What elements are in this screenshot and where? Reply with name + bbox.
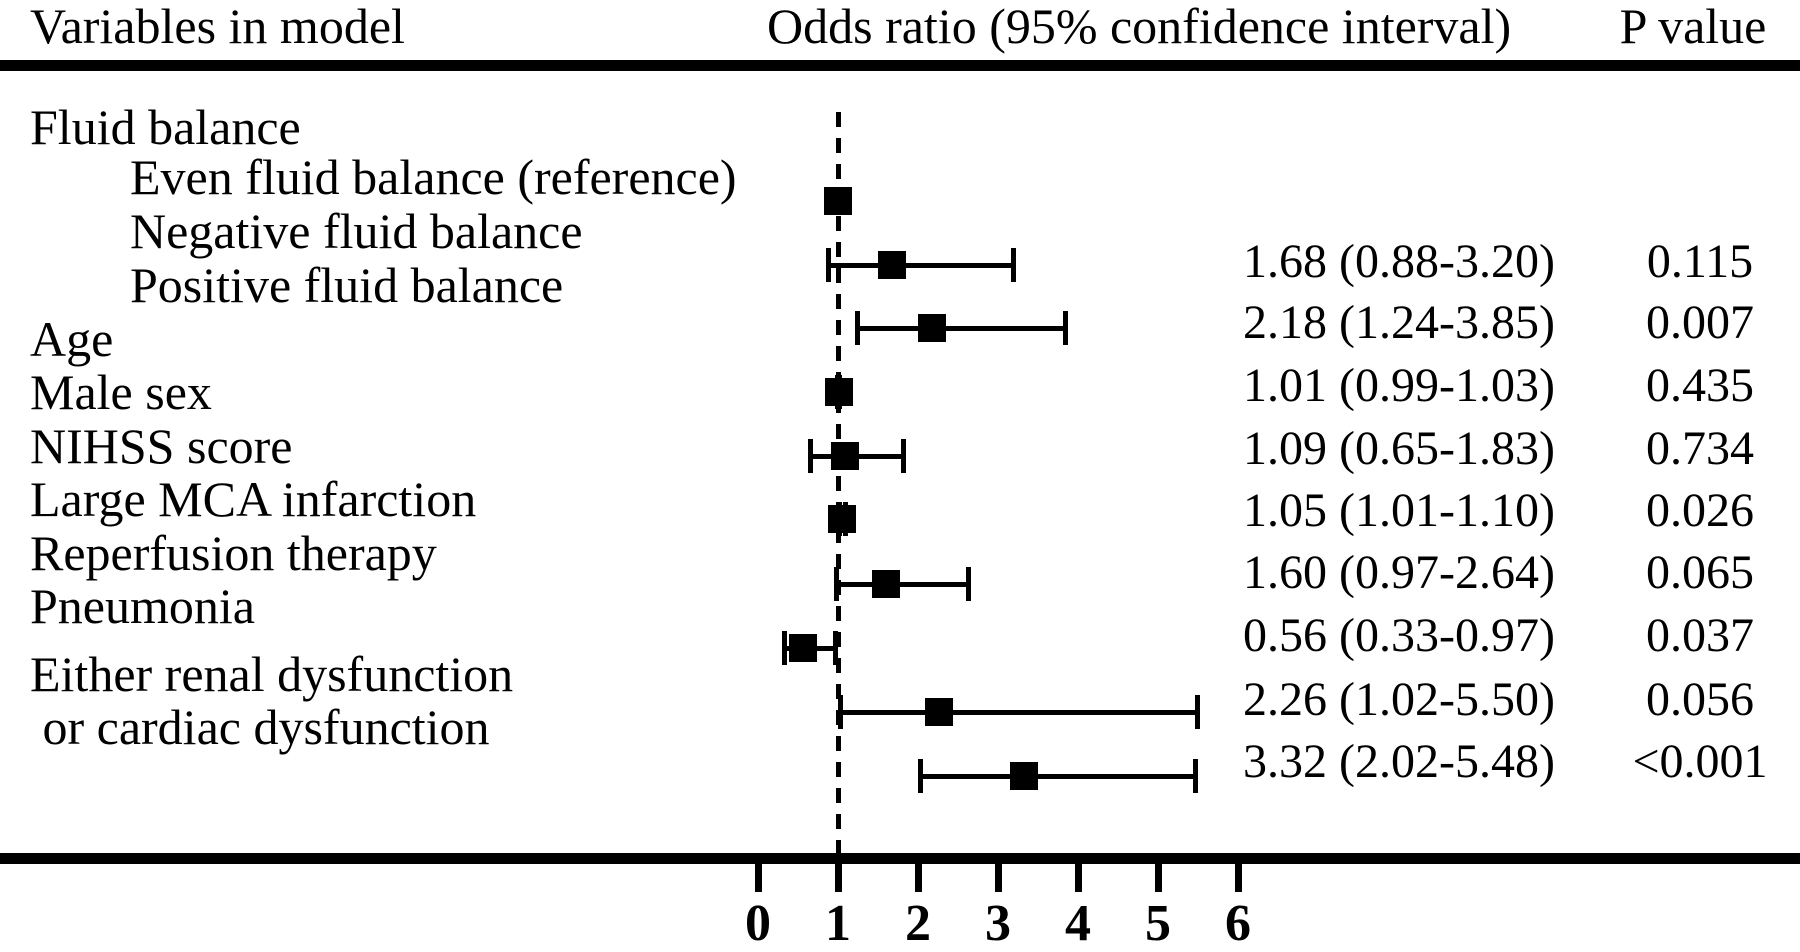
row-label: Negative fluid balance xyxy=(130,203,583,259)
or-ci-value: 1.68 (0.88-3.20) xyxy=(1243,235,1555,288)
column-header-odds-ratio: Odds ratio (95% confidence interval) xyxy=(767,0,1512,54)
reference-marker xyxy=(824,187,852,215)
x-axis-line xyxy=(0,853,1800,864)
ci-cap-right xyxy=(1011,248,1016,282)
axis-tick-label: 0 xyxy=(745,895,771,952)
ci-cap-right xyxy=(1195,695,1200,729)
odds-ratio-marker xyxy=(924,698,953,726)
or-ci-value: 2.18 (1.24-3.85) xyxy=(1243,296,1555,349)
p-value: 0.065 xyxy=(1646,546,1754,599)
p-value: 0.037 xyxy=(1646,609,1754,662)
odds-ratio-marker xyxy=(1009,762,1038,790)
reference-dashed-line xyxy=(836,112,841,853)
row-label: Age xyxy=(30,311,114,367)
header-divider-line xyxy=(0,60,1800,71)
p-value: 0.007 xyxy=(1646,296,1754,349)
axis-tick xyxy=(755,856,762,892)
axis-tick xyxy=(835,856,842,892)
ci-cap-left xyxy=(833,567,839,601)
axis-tick xyxy=(915,856,922,892)
odds-ratio-marker xyxy=(824,378,853,406)
ci-whisker xyxy=(839,710,1198,715)
axis-tick-label: 6 xyxy=(1225,895,1251,952)
row-label: Reperfusion therapy xyxy=(30,525,437,581)
or-ci-value: 3.32 (2.02-5.48) xyxy=(1243,735,1555,788)
row-label: Either renal dysfunction or cardiac dysf… xyxy=(30,646,514,755)
odds-ratio-marker xyxy=(831,442,860,470)
or-ci-value: 1.05 (1.01-1.10) xyxy=(1243,484,1555,537)
row-label: Fluid balance xyxy=(30,99,301,155)
or-ci-value: 1.09 (0.65-1.83) xyxy=(1243,422,1555,475)
odds-ratio-marker xyxy=(828,505,856,533)
axis-tick-label: 4 xyxy=(1065,895,1091,952)
or-ci-value: 0.56 (0.33-0.97) xyxy=(1243,609,1555,662)
row-label: Even fluid balance (reference) xyxy=(130,149,737,205)
ci-cap-right xyxy=(1063,311,1068,345)
ci-cap-right xyxy=(901,439,907,473)
ci-whisker xyxy=(828,263,1014,268)
column-header-p-value: P value xyxy=(1619,0,1767,54)
p-value: 0.734 xyxy=(1646,422,1754,475)
or-ci-value: 2.26 (1.02-5.50) xyxy=(1243,673,1555,726)
ci-whisker xyxy=(835,582,970,587)
axis-tick-label: 1 xyxy=(825,895,851,952)
row-label: Pneumonia xyxy=(30,578,255,634)
p-value: 0.056 xyxy=(1646,673,1754,726)
ci-cap-left xyxy=(826,248,832,282)
ci-cap-left xyxy=(808,439,813,473)
row-label: Positive fluid balance xyxy=(130,257,564,313)
p-value: 0.026 xyxy=(1646,484,1754,537)
ci-whisker xyxy=(919,774,1197,779)
p-value: 0.115 xyxy=(1646,235,1754,288)
ci-cap-left xyxy=(855,311,861,345)
axis-tick xyxy=(1155,856,1162,892)
axis-tick xyxy=(1235,856,1242,892)
row-label-line2: or cardiac dysfunction xyxy=(30,699,490,755)
ci-whisker xyxy=(857,326,1066,331)
axis-tick-label: 2 xyxy=(905,895,931,952)
p-value: 0.435 xyxy=(1646,359,1754,412)
ci-cap-right xyxy=(966,567,972,601)
p-value: <0.001 xyxy=(1632,735,1768,788)
column-header-variables: Variables in model xyxy=(30,0,405,54)
odds-ratio-marker xyxy=(872,570,900,598)
or-ci-value: 1.01 (0.99-1.03) xyxy=(1243,359,1555,412)
ci-cap-right xyxy=(1193,759,1199,793)
ci-cap-left xyxy=(782,631,788,665)
row-label: NIHSS score xyxy=(30,418,293,474)
odds-ratio-marker xyxy=(918,314,947,342)
axis-tick-label: 3 xyxy=(985,895,1011,952)
or-ci-value: 1.60 (0.97-2.64) xyxy=(1243,546,1555,599)
odds-ratio-marker xyxy=(878,251,907,279)
ci-cap-left xyxy=(837,695,843,729)
axis-tick xyxy=(995,856,1002,892)
axis-tick xyxy=(1075,856,1082,892)
axis-tick-label: 5 xyxy=(1145,895,1171,952)
odds-ratio-marker xyxy=(788,634,817,662)
ci-cap-right xyxy=(832,631,838,665)
row-label: Male sex xyxy=(30,364,212,420)
row-label: Large MCA infarction xyxy=(30,471,477,527)
ci-cap-left xyxy=(917,759,923,793)
